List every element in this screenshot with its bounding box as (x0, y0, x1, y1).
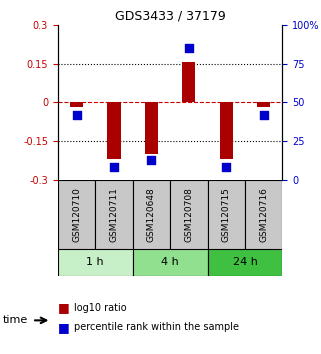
Point (149, 157, 154, 162)
Bar (182, 62, 195, 102)
Text: 1 h: 1 h (86, 257, 104, 267)
FancyBboxPatch shape (58, 249, 133, 276)
Text: log10 ratio: log10 ratio (74, 303, 126, 313)
Point (74, 112, 79, 118)
Text: GSM120715: GSM120715 (222, 187, 231, 241)
FancyBboxPatch shape (170, 180, 208, 249)
Point (186, 45, 191, 51)
Bar (257, 102, 270, 107)
Bar (108, 102, 120, 159)
FancyBboxPatch shape (95, 180, 133, 249)
Text: GSM120711: GSM120711 (109, 187, 118, 241)
Text: ■: ■ (58, 302, 70, 314)
Text: 4 h: 4 h (161, 257, 179, 267)
Text: GSM120648: GSM120648 (147, 187, 156, 241)
Text: GSM120710: GSM120710 (72, 187, 81, 241)
Point (224, 165, 229, 170)
Bar (145, 102, 158, 154)
Text: time: time (3, 315, 29, 325)
Title: GDS3433 / 37179: GDS3433 / 37179 (115, 9, 226, 22)
Text: GSM120716: GSM120716 (259, 187, 268, 241)
Point (261, 112, 266, 118)
Bar (220, 102, 233, 159)
Bar (70, 102, 83, 107)
FancyBboxPatch shape (208, 180, 245, 249)
Text: 24 h: 24 h (233, 257, 257, 267)
FancyBboxPatch shape (58, 180, 95, 249)
FancyBboxPatch shape (245, 180, 282, 249)
FancyBboxPatch shape (133, 249, 208, 276)
Text: GSM120708: GSM120708 (184, 187, 193, 241)
Text: ■: ■ (58, 321, 70, 334)
Text: percentile rank within the sample: percentile rank within the sample (74, 322, 239, 332)
FancyBboxPatch shape (208, 249, 282, 276)
Point (111, 165, 117, 170)
FancyBboxPatch shape (133, 180, 170, 249)
